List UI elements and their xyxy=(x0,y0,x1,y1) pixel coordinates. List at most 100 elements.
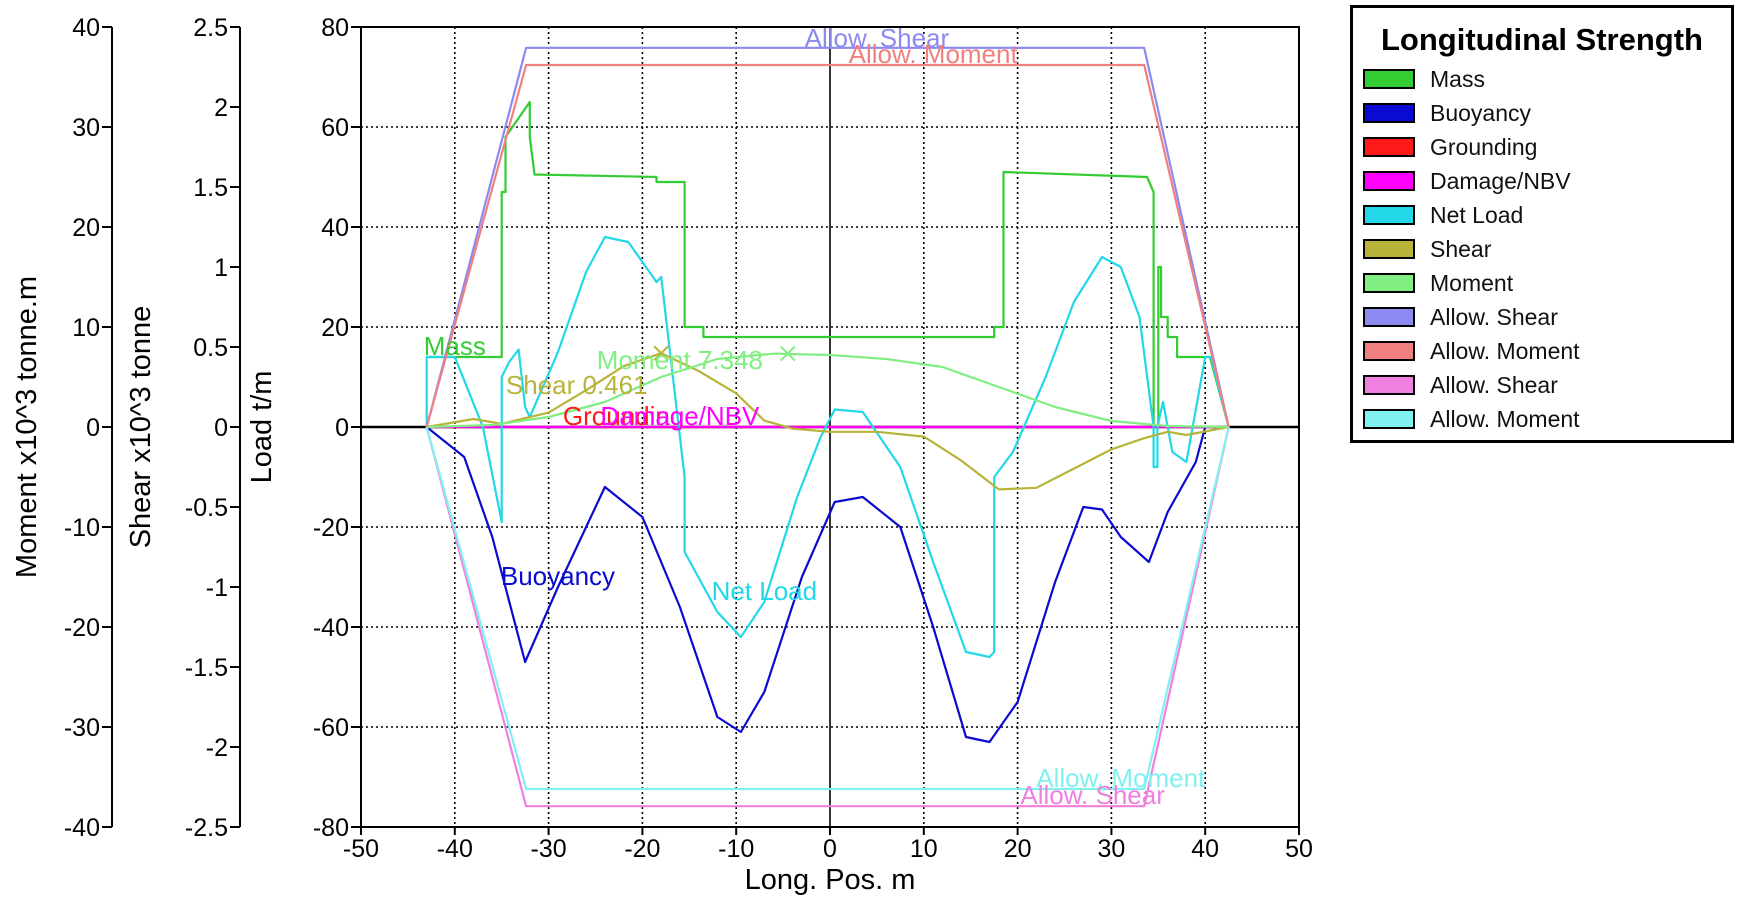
load-tick-label: 60 xyxy=(321,114,349,142)
moment-tick-label: -20 xyxy=(64,614,100,642)
x-tick-label: 20 xyxy=(1004,835,1032,863)
x-tick-label: 30 xyxy=(1097,835,1125,863)
legend-title: Longitudinal Strength xyxy=(1380,22,1703,57)
legend-label: Allow. Moment xyxy=(1430,405,1580,432)
series-line-8 xyxy=(425,63,1230,428)
moment-tick-label: -40 xyxy=(64,814,100,842)
legend-label: Allow. Moment xyxy=(1430,337,1580,364)
series-label-0: Mass xyxy=(424,331,486,361)
legend-label: Allow. Shear xyxy=(1430,371,1558,398)
x-tick-label: -10 xyxy=(718,835,754,863)
shear-tick-label: 2.5 xyxy=(193,14,228,42)
shear-tick-label: -0.5 xyxy=(185,494,228,522)
legend-label: Net Load xyxy=(1430,201,1524,228)
series-marker-5 xyxy=(653,345,669,361)
load-tick-label: 80 xyxy=(321,14,349,42)
legend-swatch xyxy=(1363,171,1415,191)
load-tick-label: 20 xyxy=(321,314,349,342)
series-label-4: Net Load xyxy=(712,576,818,606)
legend-item: Grounding xyxy=(1353,130,1731,164)
shear-tick-label: -2.5 xyxy=(185,814,228,842)
legend-item: Mass xyxy=(1353,62,1731,96)
series-label-7: Allow. Shear xyxy=(805,23,950,53)
legend-item: Buoyancy xyxy=(1353,96,1731,130)
legend-item: Allow. Shear xyxy=(1353,368,1731,402)
series-line-5 xyxy=(426,352,1229,491)
legend-label: Grounding xyxy=(1430,133,1538,160)
moment-axis-title: Moment x10^3 tonne.m xyxy=(11,276,43,578)
legend-label: Allow. Shear xyxy=(1430,303,1558,330)
load-tick-label: -40 xyxy=(313,614,349,642)
legend-item: Shear xyxy=(1353,232,1731,266)
legend-swatch xyxy=(1363,341,1415,361)
legend-swatch xyxy=(1363,69,1415,89)
legend-item: Allow. Moment xyxy=(1353,334,1731,368)
legend-items: Mass Buoyancy Grounding Damage/NBV Net Load S… xyxy=(1353,62,1731,436)
legend-swatch xyxy=(1363,409,1415,429)
shear-axis-title: Shear x10^3 tonne xyxy=(125,306,157,549)
legend-item: Net Load xyxy=(1353,198,1731,232)
legend-item: Damage/NBV xyxy=(1353,164,1731,198)
series-label-8: Allow. Moment xyxy=(849,39,1019,69)
x-axis-title: Long. Pos. m xyxy=(745,864,916,896)
moment-tick-label: -30 xyxy=(64,714,100,742)
shear-tick-label: -2 xyxy=(206,734,228,762)
shear-tick-label: -1 xyxy=(206,574,228,602)
series-label-2: Grounding xyxy=(563,401,684,431)
x-tick-label: -40 xyxy=(437,835,473,863)
shear-tick-label: 0 xyxy=(214,414,228,442)
x-tick-label: 0 xyxy=(823,835,837,863)
load-tick-label: -60 xyxy=(313,714,349,742)
series-label-6: Moment 7.348 xyxy=(597,345,763,375)
shear-tick-label: 1 xyxy=(214,254,228,282)
series-line-0 xyxy=(426,100,1230,429)
x-tick-label: 40 xyxy=(1191,835,1219,863)
legend-label: Shear xyxy=(1430,235,1492,262)
moment-tick-label: -10 xyxy=(64,514,100,542)
legend-label: Buoyancy xyxy=(1430,99,1532,126)
shear-tick-label: 0.5 xyxy=(193,334,228,362)
series-line-4 xyxy=(425,235,1230,659)
legend-swatch xyxy=(1363,307,1415,327)
series-line-10 xyxy=(425,426,1230,791)
legend-swatch xyxy=(1363,103,1415,123)
moment-tick-label: 10 xyxy=(72,314,100,342)
legend-label: Mass xyxy=(1430,65,1485,92)
moment-tick-label: 20 xyxy=(72,214,100,242)
series-label-9: Allow. Shear xyxy=(1020,780,1165,810)
legend-item: Allow. Shear xyxy=(1353,300,1731,334)
load-tick-label: 0 xyxy=(335,414,349,442)
legend-item: Moment xyxy=(1353,266,1731,300)
legend-item: Allow. Moment xyxy=(1353,402,1731,436)
legend-swatch xyxy=(1363,137,1415,157)
moment-tick-label: 30 xyxy=(72,114,100,142)
load-tick-label: 40 xyxy=(321,214,349,242)
series-lines xyxy=(425,46,1230,808)
moment-tick-label: 0 xyxy=(86,414,100,442)
legend-label: Moment xyxy=(1430,269,1514,296)
moment-tick-label: 40 xyxy=(72,14,100,42)
x-tick-label: 10 xyxy=(910,835,938,863)
x-tick-label: -50 xyxy=(343,835,379,863)
series-line-1 xyxy=(426,426,1207,744)
series-label-3: Damage/NBV xyxy=(600,401,760,431)
load-tick-label: -20 xyxy=(313,514,349,542)
series-label-10: Allow. Moment xyxy=(1036,763,1206,793)
legend-swatch xyxy=(1363,273,1415,293)
load-tick-label: -80 xyxy=(313,814,349,842)
x-tick-label: 50 xyxy=(1285,835,1313,863)
legend-swatch xyxy=(1363,239,1415,259)
x-tick-label: -30 xyxy=(531,835,567,863)
x-tick-label: -20 xyxy=(624,835,660,863)
series-line-6 xyxy=(426,352,1229,429)
series-label-5: Shear 0.461 xyxy=(506,370,648,400)
legend: Longitudinal Strength Mass Buoyancy Ground… xyxy=(1350,5,1734,443)
load-axis-title: Load t/m xyxy=(246,371,278,484)
legend-swatch xyxy=(1363,205,1415,225)
series-label-1: Buoyancy xyxy=(501,561,615,591)
series-line-7 xyxy=(425,46,1230,428)
legend-swatch xyxy=(1363,375,1415,395)
